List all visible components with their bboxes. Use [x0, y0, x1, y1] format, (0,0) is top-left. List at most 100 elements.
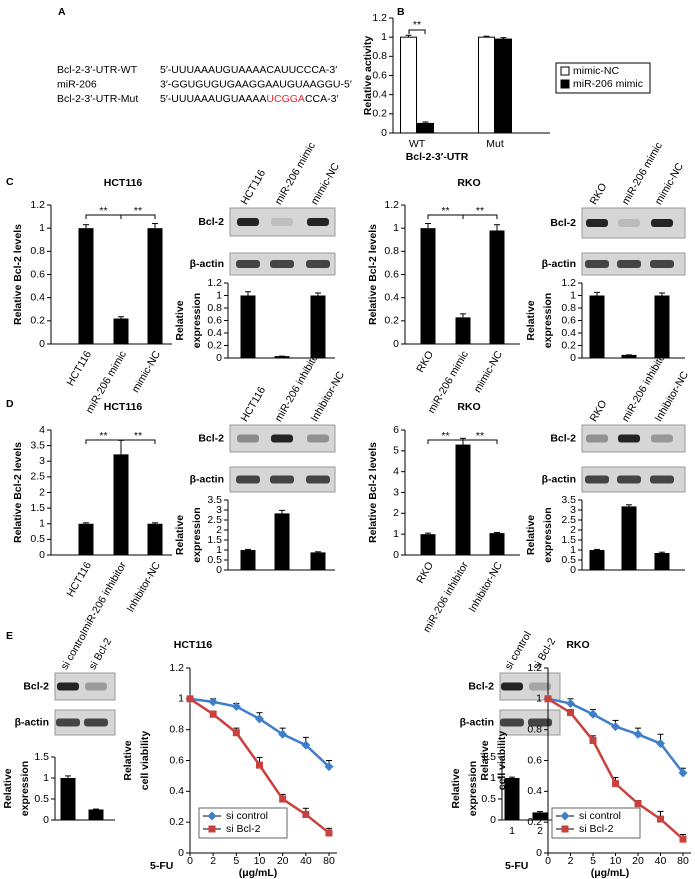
blot-band: [618, 219, 640, 227]
blot-band: [651, 219, 673, 227]
bar: [310, 552, 326, 570]
y-tick-label: 0: [216, 352, 222, 364]
marker: [324, 762, 334, 772]
y-tick-label: 3: [393, 486, 399, 498]
bar: [621, 506, 637, 570]
y-tick-label: 4: [393, 465, 399, 477]
error-bar: [659, 292, 665, 296]
blot-band: [586, 219, 608, 227]
y-tick-label: 0: [536, 847, 542, 859]
blot-band: [237, 218, 259, 226]
y-tick-label: 0.4: [384, 291, 399, 303]
bar: [478, 36, 495, 134]
blot-row-label: β-actin: [190, 258, 224, 270]
bracket: [85, 439, 156, 444]
y-tick-label: 1.2: [561, 277, 576, 289]
sequence-part: 5′-UUUAAAUGUAAAA: [160, 93, 266, 105]
y-tick-label: 0.4: [372, 88, 387, 100]
blot-band-control: [236, 475, 260, 484]
error-bar: [83, 522, 89, 524]
y-axis-label: Relative Bcl-2 levels: [12, 224, 24, 325]
sequence: 5′-UUUAAAUGUAAAACAUUCCCA-3′: [160, 64, 337, 76]
y-tick-label: 0.8: [207, 302, 222, 314]
x-tick-label: 1: [509, 825, 515, 837]
y-tick-label: 0: [39, 549, 45, 561]
y-tick-label: 0.4: [30, 291, 45, 303]
panel-label: B: [397, 6, 405, 18]
y-axis-label: Relative: [450, 768, 462, 808]
blot-band-control: [306, 260, 330, 268]
y-axis-label: Relative: [174, 515, 186, 555]
x-tick-label: 80: [323, 855, 335, 867]
blot-lane-label: Inhibitor-NC: [653, 369, 692, 424]
bar: [589, 550, 605, 570]
marker: [279, 795, 287, 803]
legend-label: si Bcl-2: [226, 823, 261, 835]
y-tick-label: 1.2: [372, 12, 387, 24]
x-tick-label: mimic-NC: [472, 349, 506, 395]
bar: [147, 523, 163, 555]
error-bar: [425, 223, 431, 229]
marker: [656, 739, 665, 749]
error-bar: [245, 548, 251, 550]
y-tick-label: 0: [393, 338, 399, 350]
error-bar: [537, 811, 543, 813]
y-tick-label: 0.5: [30, 533, 45, 545]
bar: [495, 38, 512, 134]
marker: [679, 835, 687, 843]
blot-row-label: β-actin: [542, 473, 576, 485]
y-tick-label: 1.5: [34, 751, 49, 763]
legend-label: mimic-NC: [573, 65, 619, 77]
y-tick-label: 3: [216, 504, 222, 516]
marker: [325, 829, 333, 837]
bar: [60, 778, 76, 820]
bar: [504, 778, 520, 820]
marker: [633, 729, 643, 739]
x-tick-label: 0: [545, 855, 551, 867]
x-tick-label: 5: [233, 855, 239, 867]
error-bar: [152, 223, 158, 229]
marker: [678, 768, 688, 778]
error-bar: [405, 34, 412, 38]
x-tick-label: HCT116: [64, 349, 94, 388]
bar: [589, 295, 605, 358]
y-tick-label: 0.2: [561, 339, 576, 351]
x-tick-label: HCT116: [64, 560, 94, 599]
bar: [417, 122, 434, 134]
legend-label: miR-206 mimic: [573, 78, 643, 90]
error-bar: [315, 292, 321, 296]
x-tick-label: 20: [277, 855, 289, 867]
marker: [566, 698, 575, 708]
marker: [588, 709, 598, 719]
blot-band: [57, 682, 79, 691]
y-tick-label: 0: [381, 127, 387, 139]
y-tick-label: 0.4: [207, 327, 222, 339]
y-tick-label: 1: [570, 289, 576, 301]
sequence-name: Bcl-2-3′-UTR-WT: [57, 64, 138, 76]
x-tick-label: 80: [677, 855, 689, 867]
annotation: **: [476, 205, 484, 217]
y-tick-label: 1: [43, 772, 49, 784]
x-tick-label: 2: [210, 855, 216, 867]
blot-band: [85, 682, 107, 691]
y-tick-label: 0: [216, 564, 222, 576]
annotation: **: [441, 205, 449, 217]
legend-label: si Bcl-2: [579, 823, 614, 835]
legend-box: [555, 62, 651, 94]
y-tick-label: 1: [39, 222, 45, 234]
bar: [274, 356, 290, 358]
y-tick-label: 0.2: [527, 816, 542, 828]
y-tick-label: 1: [216, 289, 222, 301]
sequence-part: CCA-3′: [305, 93, 339, 105]
y-tick-label: 1: [490, 772, 496, 784]
blot-band: [271, 218, 293, 226]
error-bar: [483, 35, 490, 38]
bar: [240, 295, 256, 358]
annotation: **: [413, 19, 421, 31]
y-tick-label: 1: [393, 222, 399, 234]
y-axis-label: Relative Bcl-2 levels: [12, 442, 24, 543]
blot-band: [618, 434, 640, 443]
bar: [400, 36, 417, 134]
marker: [301, 740, 311, 750]
